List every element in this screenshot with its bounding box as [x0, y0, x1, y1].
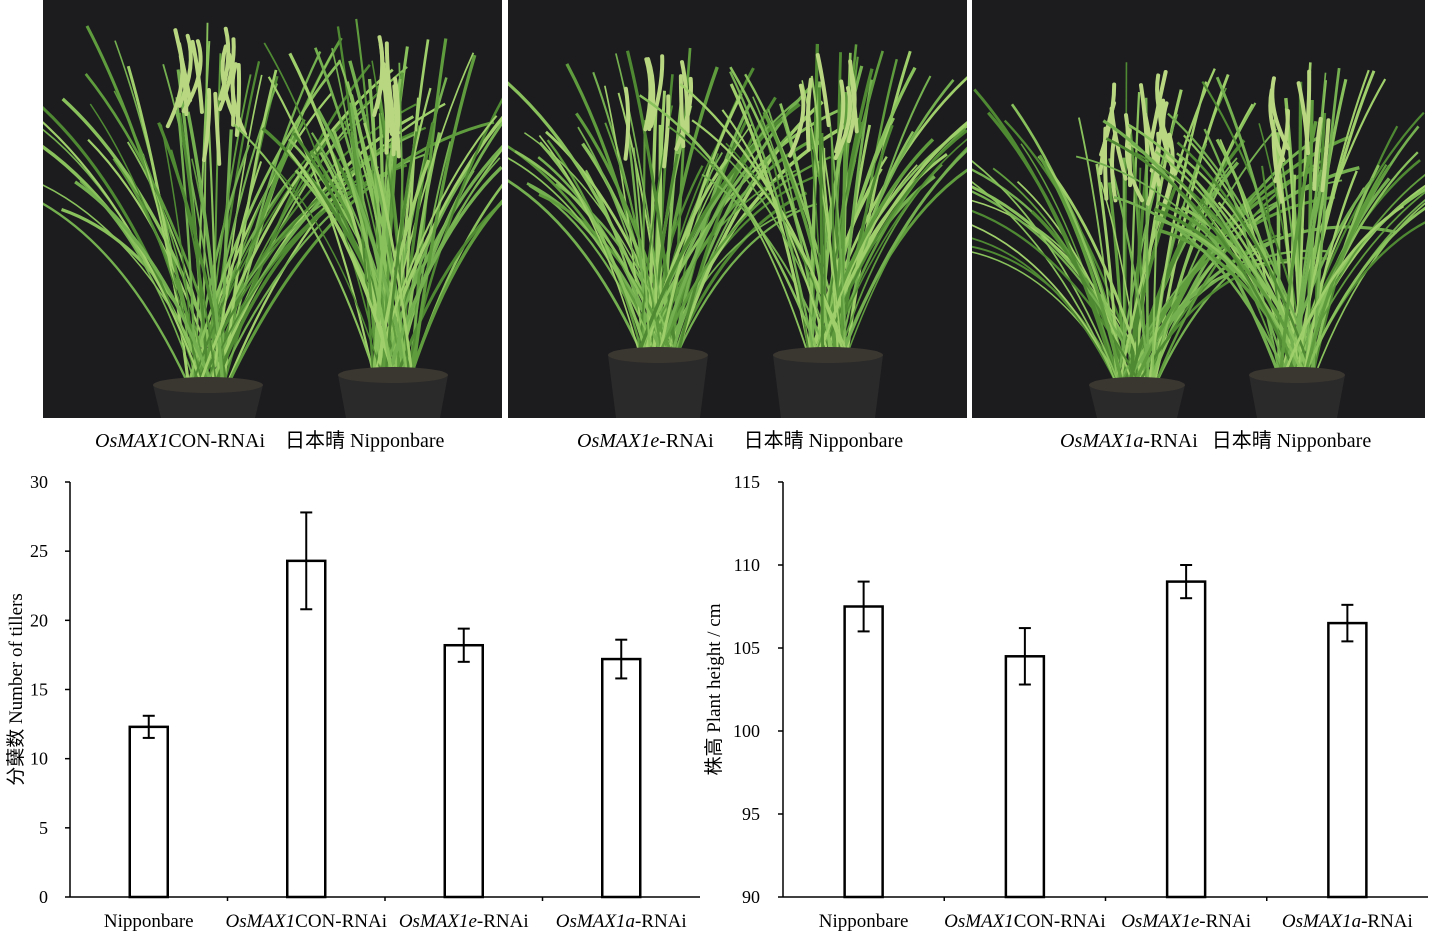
x-category-label: OsMAX1CON-RNAi	[944, 911, 1106, 932]
y-tick-label: 20	[30, 610, 48, 630]
y-axis-label: 株高 Plant height / cm	[703, 603, 725, 775]
plant-pot	[338, 375, 448, 418]
x-category-label: OsMAX1CON-RNAi	[226, 911, 388, 932]
error-bar	[1018, 627, 1031, 686]
photo-panel-1	[43, 0, 502, 418]
y-tick-label: 30	[30, 472, 48, 492]
bar	[286, 559, 327, 899]
rice-plant	[508, 47, 861, 418]
bar	[601, 657, 642, 899]
caption-gene: OsMAX1	[95, 430, 169, 452]
x-category-label: OsMAX1e-RNAi	[1121, 911, 1251, 932]
y-tick-label: 100	[733, 721, 760, 741]
y-tick-label: 110	[734, 555, 760, 575]
caption-suffix: CON-RNAi	[168, 430, 265, 452]
chart-2: 90 95 100 105 110 115 株高 Plant height / cm Nipp…	[703, 472, 1428, 932]
x-category-label: Nipponbare	[819, 911, 909, 932]
rice-plant	[1075, 62, 1425, 418]
y-tick-label: 0	[39, 887, 48, 907]
bar	[843, 605, 884, 899]
plant-pot	[153, 385, 263, 418]
y-tick-label: 25	[30, 541, 48, 561]
caption-gene: OsMAX1e	[577, 430, 660, 452]
plant-pot	[773, 355, 883, 418]
bar-charts: 0 5 10 15 20 25 30 分蘖数 Number of tillers Nipponb…	[5, 472, 1428, 932]
caption-control: 日本晴 Nipponbare	[743, 430, 904, 452]
x-category-label: OsMAX1a-RNAi	[556, 911, 687, 932]
y-axis-label: 分蘖数 Number of tillers	[5, 593, 27, 786]
error-bar	[457, 627, 470, 663]
y-tick-label: 10	[30, 749, 48, 769]
x-category-label: OsMAX1e-RNAi	[399, 911, 529, 932]
photo-caption-2: OsMAX1e-RNAi 日本晴 Nipponbare	[577, 424, 903, 453]
caption-control: 日本晴 Nipponbare	[285, 430, 445, 452]
y-tick-label: 5	[39, 818, 48, 838]
caption-suffix: -RNAi	[659, 430, 714, 452]
bar	[1327, 621, 1368, 899]
y-tick-label: 15	[30, 680, 48, 700]
bar	[1004, 655, 1046, 899]
rice-plant	[639, 43, 967, 418]
plant-pot	[1249, 375, 1345, 418]
plant-pot	[1089, 385, 1185, 418]
rice-plants-photo-1	[43, 18, 502, 418]
y-tick-label: 90	[742, 887, 760, 907]
y-tick-label: 105	[733, 638, 760, 658]
rice-plants-photo-3	[972, 62, 1425, 418]
error-bar	[1341, 603, 1354, 643]
chart-1: 0 5 10 15 20 25 30 分蘖数 Number of tillers Nipponb…	[5, 472, 700, 932]
y-tick-label: 95	[742, 804, 760, 824]
bar	[443, 643, 484, 899]
caption-gene: OsMAX1a	[1060, 430, 1144, 452]
bar	[128, 725, 169, 899]
x-category-label: OsMAX1a-RNAi	[1282, 911, 1413, 932]
photo-caption-1: OsMAX1CON-RNAi 日本晴 Nipponbare	[95, 424, 444, 453]
bar	[1165, 580, 1207, 899]
photo-panel-3	[972, 0, 1425, 418]
photo-panel-2	[508, 0, 967, 418]
error-bar	[615, 638, 628, 680]
rice-plants-photo-2	[508, 43, 967, 418]
photo-caption-3: OsMAX1a-RNAi 日本晴 Nipponbare	[1060, 424, 1371, 453]
error-bar	[142, 714, 155, 739]
rice-plant	[233, 18, 502, 418]
rice-plant	[43, 22, 495, 418]
x-category-label: Nipponbare	[104, 911, 194, 932]
plant-pot	[608, 355, 708, 418]
caption-control: 日本晴 Nipponbare	[1211, 430, 1372, 452]
error-bar	[1180, 564, 1193, 600]
caption-suffix: -RNAi	[1143, 430, 1198, 452]
error-bar	[300, 511, 313, 611]
y-tick-label: 115	[734, 472, 760, 492]
error-bar	[857, 580, 870, 633]
